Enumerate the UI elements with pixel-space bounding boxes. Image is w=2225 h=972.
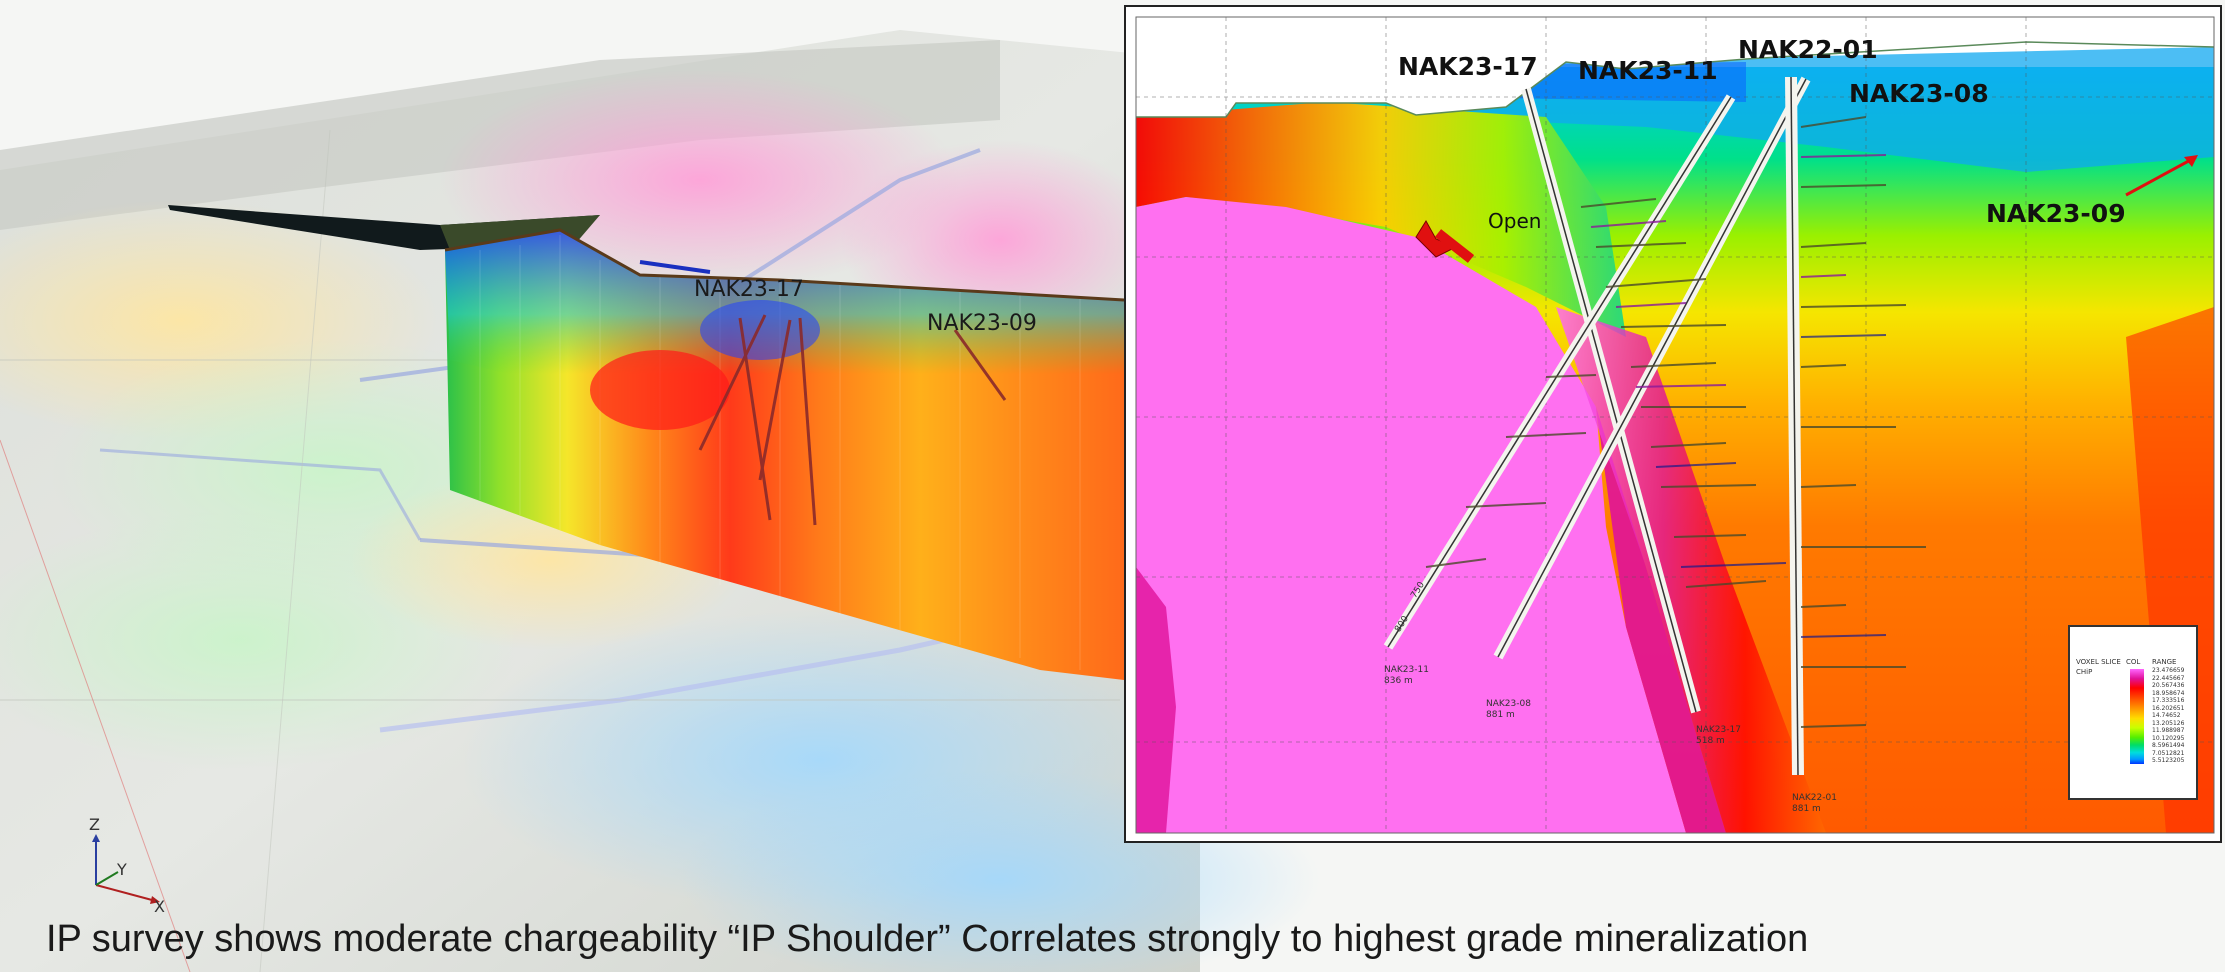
legend-value: 11.988987 — [2152, 727, 2185, 734]
eoh-depth: 881 m — [1486, 710, 1515, 720]
hole-label-nak23-08: NAK23-08 — [1849, 79, 1989, 108]
eoh-note-nak22-01: NAK22-01 881 m — [1792, 793, 1837, 815]
legend-value: 10.120295 — [2152, 734, 2185, 742]
eoh-name: NAK23-17 — [1696, 725, 1741, 735]
legend-value: 17.333516 — [2152, 697, 2185, 704]
eoh-name: NAK22-01 — [1792, 793, 1837, 803]
eoh-note-nak23-08: NAK23-08 881 m — [1486, 699, 1531, 721]
legend-heading: VOXEL SLICE — [2076, 658, 2121, 666]
legend-value: 8.5961494 — [2152, 742, 2185, 749]
legend-subheading: CHiP — [2076, 668, 2093, 676]
eoh-depth: 836 m — [1384, 676, 1413, 686]
axis-y-label: Y — [117, 860, 127, 879]
cross-section-panel: NAK23-17 NAK23-11 NAK22-01 NAK23-08 NAK2… — [1124, 5, 2222, 843]
eoh-name: NAK23-08 — [1486, 699, 1531, 709]
eoh-depth: 881 m — [1792, 804, 1821, 814]
scene-label-nak23-17: NAK23-17 — [694, 277, 804, 302]
legend-values: 23.476659 22.445667 20.567436 18.958674 17.3… — [2152, 667, 2184, 765]
hole-label-nak22-01: NAK22-01 — [1738, 35, 1878, 64]
hole-label-nak23-17: NAK23-17 — [1398, 52, 1538, 81]
slide-caption: IP survey shows moderate chargeability “… — [46, 918, 1809, 960]
scene-label-nak23-09: NAK23-09 — [927, 311, 1037, 336]
drillhole-traces — [1383, 76, 1811, 776]
legend-range-header: RANGE — [2152, 658, 2177, 666]
cross-section-plot — [1135, 7, 2215, 834]
hole-label-nak23-09: NAK23-09 — [1986, 199, 2126, 228]
legend-value: 22.445667 — [2152, 674, 2185, 682]
eoh-depth: 518 m — [1696, 736, 1725, 746]
chargeability-legend: VOXEL SLICE CHiP COL RANGE 23.476659 22.4… — [2068, 625, 2198, 800]
legend-value: 7.0512821 — [2152, 749, 2185, 757]
legend-color-bar — [2130, 669, 2144, 764]
legend-value: 16.202651 — [2152, 704, 2185, 712]
eoh-note-nak23-17: NAK23-17 518 m — [1696, 725, 1741, 747]
axis-x-label: X — [154, 897, 165, 916]
open-label: Open — [1488, 209, 1542, 233]
axis-z-label: Z — [89, 815, 100, 834]
legend-value: 14.74652 — [2152, 712, 2181, 719]
legend-value: 20.567436 — [2152, 682, 2185, 689]
legend-col-header: COL — [2126, 658, 2141, 666]
eoh-name: NAK23-11 — [1384, 665, 1429, 675]
hole-label-nak23-11: NAK23-11 — [1578, 56, 1718, 85]
legend-value: 5.5123205 — [2152, 757, 2185, 764]
legend-value: 13.205126 — [2152, 719, 2185, 727]
legend-value: 18.958674 — [2152, 689, 2185, 697]
eoh-note-nak23-11: NAK23-11 836 m — [1384, 665, 1429, 687]
legend-value: 23.476659 — [2152, 667, 2185, 674]
